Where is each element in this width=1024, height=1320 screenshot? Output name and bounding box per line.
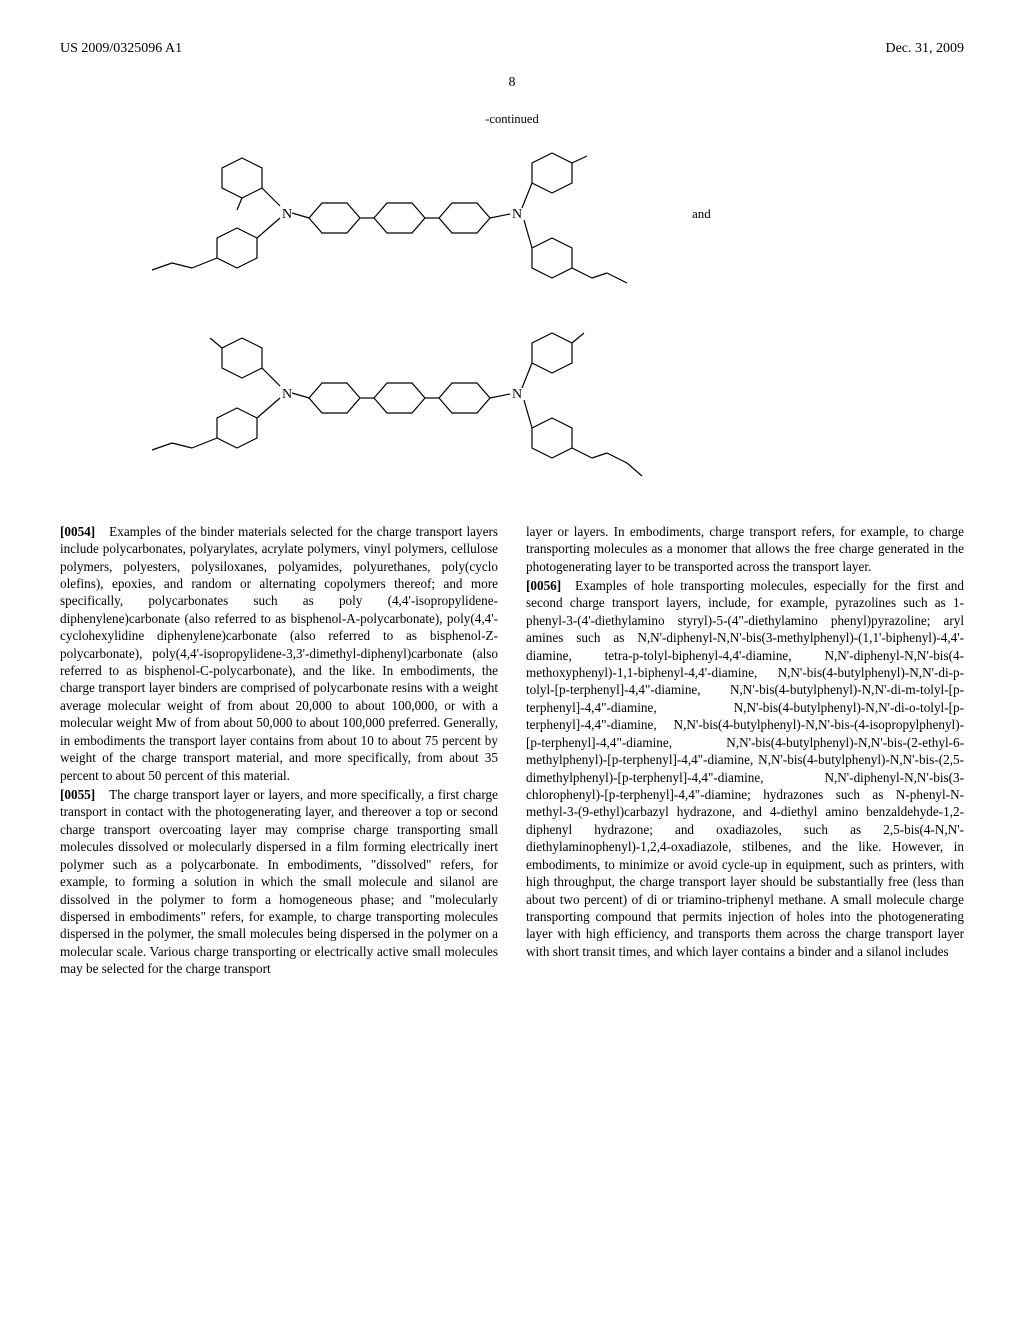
para-text: layer or layers. In embodiments, charge …	[526, 524, 964, 574]
svg-text:N: N	[512, 387, 522, 402]
page-number: 8	[60, 74, 964, 93]
svg-text:N: N	[282, 207, 292, 222]
publication-date: Dec. 31, 2009	[885, 40, 964, 59]
para-text: The charge transport layer or layers, an…	[60, 787, 498, 976]
svg-text:N: N	[512, 207, 522, 222]
paragraph-55-continued: layer or layers. In embodiments, charge …	[526, 523, 964, 575]
para-text: Examples of the binder materials selecte…	[60, 524, 498, 783]
molecule-diagram: N N	[132, 138, 892, 498]
page-header: US 2009/0325096 A1 Dec. 31, 2009	[60, 40, 964, 59]
svg-text:and: and	[692, 206, 711, 221]
chemical-structure-diagrams: N N	[60, 138, 964, 498]
para-num: [0054]	[60, 524, 95, 539]
text-columns: [0054]Examples of the binder materials s…	[60, 523, 964, 980]
paragraph-56: [0056]Examples of hole transporting mole…	[526, 577, 964, 960]
svg-text:N: N	[282, 387, 292, 402]
paragraph-55: [0055]The charge transport layer or laye…	[60, 786, 498, 978]
left-column: [0054]Examples of the binder materials s…	[60, 523, 498, 980]
document-id: US 2009/0325096 A1	[60, 40, 182, 59]
para-num: [0055]	[60, 787, 95, 802]
para-num: [0056]	[526, 578, 561, 593]
para-text: Examples of hole transporting molecules,…	[526, 578, 964, 959]
continued-label: -continued	[60, 111, 964, 128]
paragraph-54: [0054]Examples of the binder materials s…	[60, 523, 498, 784]
right-column: layer or layers. In embodiments, charge …	[526, 523, 964, 980]
